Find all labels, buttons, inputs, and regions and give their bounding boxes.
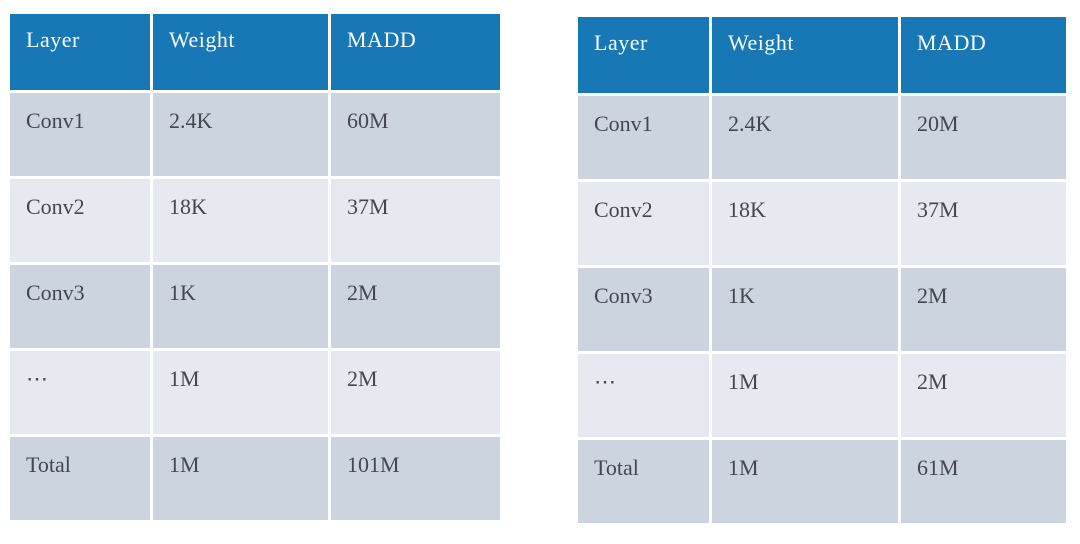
cell-madd: 101M (331, 437, 500, 520)
column-header-weight: Weight (712, 17, 898, 93)
table-row-conv3: Conv3 1K 2M (10, 265, 500, 348)
header-row: Layer Weight MADD (10, 14, 500, 90)
cell-madd: 2M (901, 268, 1066, 351)
cell-weight: 1M (153, 437, 328, 520)
cell-madd: 37M (331, 179, 500, 262)
cell-layer: ⋯ (578, 354, 709, 437)
cell-madd: 2M (901, 354, 1066, 437)
cell-layer: Conv3 (10, 265, 150, 348)
cell-weight: 1K (712, 268, 898, 351)
column-header-madd: MADD (901, 17, 1066, 93)
table-row-ellipsis: ⋯ 1M 2M (10, 351, 500, 434)
cell-madd: 20M (901, 96, 1066, 179)
cell-weight: 1M (712, 354, 898, 437)
cell-weight: 18K (712, 182, 898, 265)
table-row-ellipsis: ⋯ 1M 2M (578, 354, 1066, 437)
table-row-conv2: Conv2 18K 37M (578, 182, 1066, 265)
table-row-conv3: Conv3 1K 2M (578, 268, 1066, 351)
cell-madd: 2M (331, 265, 500, 348)
cell-weight: 1M (153, 351, 328, 434)
cell-layer: Total (10, 437, 150, 520)
cell-madd: 37M (901, 182, 1066, 265)
cell-layer: Conv1 (10, 93, 150, 176)
column-header-layer: Layer (10, 14, 150, 90)
cell-layer: Total (578, 440, 709, 523)
cell-madd: 2M (331, 351, 500, 434)
layer-stats-table-left: Layer Weight MADD Conv1 2.4K 60M Conv2 1… (7, 11, 503, 523)
cell-weight: 1K (153, 265, 328, 348)
cell-layer: Conv1 (578, 96, 709, 179)
cell-layer: Conv3 (578, 268, 709, 351)
cell-layer: Conv2 (10, 179, 150, 262)
layer-stats-table-right: Layer Weight MADD Conv1 2.4K 20M Conv2 1… (575, 14, 1069, 526)
table-row-conv1: Conv1 2.4K 20M (578, 96, 1066, 179)
cell-weight: 1M (712, 440, 898, 523)
table-row-total: Total 1M 61M (578, 440, 1066, 523)
cell-weight: 18K (153, 179, 328, 262)
cell-weight: 2.4K (153, 93, 328, 176)
cell-layer: ⋯ (10, 351, 150, 434)
table-row-conv1: Conv1 2.4K 60M (10, 93, 500, 176)
table-row-total: Total 1M 101M (10, 437, 500, 520)
cell-weight: 2.4K (712, 96, 898, 179)
cell-madd: 61M (901, 440, 1066, 523)
table-row-conv2: Conv2 18K 37M (10, 179, 500, 262)
header-row: Layer Weight MADD (578, 17, 1066, 93)
column-header-weight: Weight (153, 14, 328, 90)
cell-layer: Conv2 (578, 182, 709, 265)
column-header-layer: Layer (578, 17, 709, 93)
column-header-madd: MADD (331, 14, 500, 90)
cell-madd: 60M (331, 93, 500, 176)
